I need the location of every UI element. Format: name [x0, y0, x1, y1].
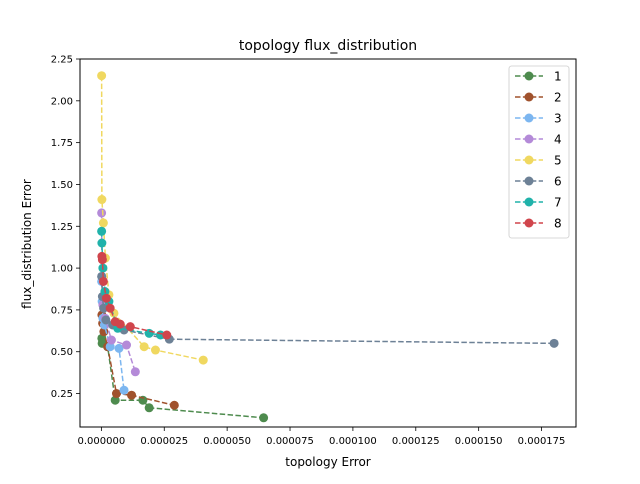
x-tick-label: 0.000050 [203, 436, 251, 447]
x-tick-label: 0.000175 [518, 436, 566, 447]
x-tick-label: 0.000125 [392, 436, 440, 447]
plot-frame [79, 58, 577, 428]
data-point [115, 319, 125, 329]
data-point [97, 71, 107, 81]
y-tick-label: 1.00 [51, 264, 73, 275]
y-tick-label: 1.75 [51, 138, 73, 149]
data-point [98, 276, 108, 286]
data-point [97, 195, 107, 205]
x-tick-label: 0.000000 [78, 436, 126, 447]
legend-label: 3 [554, 112, 562, 126]
legend-swatch-marker [524, 134, 534, 144]
data-point [101, 293, 111, 303]
legend-entry-5: 5 [515, 154, 562, 168]
data-point [549, 338, 559, 348]
legend-label: 5 [554, 154, 562, 168]
y-tick-label: 1.25 [51, 222, 73, 233]
y-tick-label: 0.75 [51, 305, 73, 316]
y-axis-label: flux_distribution Error [20, 179, 34, 309]
data-point [122, 340, 132, 350]
legend-label: 2 [554, 91, 562, 105]
legend-swatch-marker [524, 176, 534, 186]
legend-label: 4 [554, 133, 562, 147]
data-point [98, 218, 108, 228]
data-point [169, 400, 179, 410]
plot-area [97, 71, 559, 423]
legend: 1 2 3 4 5 6 7 8 [508, 65, 570, 239]
axes: 0.000000 0.000025 0.000050 0.000075 0.000100… [51, 55, 577, 447]
data-point [198, 355, 208, 365]
legend-swatch-marker [524, 155, 534, 165]
data-point [162, 330, 172, 340]
data-point [105, 303, 115, 313]
legend-entry-1: 1 [515, 70, 562, 84]
data-point [144, 403, 154, 413]
legend-label: 6 [554, 175, 562, 189]
y-tick-label: 1.50 [51, 180, 73, 191]
data-point [97, 238, 107, 248]
data-point [259, 413, 269, 423]
data-point [139, 342, 149, 352]
data-point [101, 315, 111, 325]
legend-entry-2: 2 [515, 91, 562, 105]
legend-swatch-marker [524, 92, 534, 102]
data-point [127, 390, 137, 400]
legend-label: 7 [554, 196, 562, 210]
y-tick-label: 2.25 [51, 55, 73, 66]
y-tick-label: 2.00 [51, 96, 73, 107]
legend-entry-4: 4 [515, 133, 562, 147]
data-point [125, 322, 135, 332]
series-line-5 [100, 75, 204, 361]
chart-title: topology flux_distribution [239, 38, 417, 54]
legend-swatch-marker [524, 197, 534, 207]
x-tick-label: 0.000100 [329, 436, 377, 447]
y-tick-label: 0.50 [51, 347, 73, 358]
data-point [97, 226, 107, 236]
data-point [97, 208, 107, 218]
data-point [114, 343, 124, 353]
legend-label: 8 [554, 217, 562, 231]
data-point [97, 255, 107, 265]
legend-entry-8: 8 [515, 217, 562, 231]
x-tick-label: 0.000025 [140, 436, 188, 447]
x-tick-label: 0.000075 [266, 436, 314, 447]
data-point [130, 367, 140, 377]
x-tick-label: 0.000150 [455, 436, 503, 447]
legend-swatch-marker [524, 113, 534, 123]
data-point [111, 389, 121, 399]
y-tick-label: 0.25 [51, 389, 73, 400]
legend-swatch-marker [524, 71, 534, 81]
legend-swatch-marker [524, 218, 534, 228]
legend-box [508, 65, 570, 239]
legend-entry-3: 3 [515, 112, 562, 126]
legend-entry-6: 6 [515, 175, 562, 189]
data-point [119, 385, 129, 395]
data-point [110, 395, 120, 405]
legend-entry-7: 7 [515, 196, 562, 210]
data-point [99, 303, 109, 313]
series-8 [97, 251, 172, 340]
x-axis-label: topology Error [285, 455, 371, 469]
data-point [105, 342, 115, 352]
data-point [150, 345, 160, 355]
legend-label: 1 [554, 70, 562, 84]
data-point [106, 335, 116, 345]
